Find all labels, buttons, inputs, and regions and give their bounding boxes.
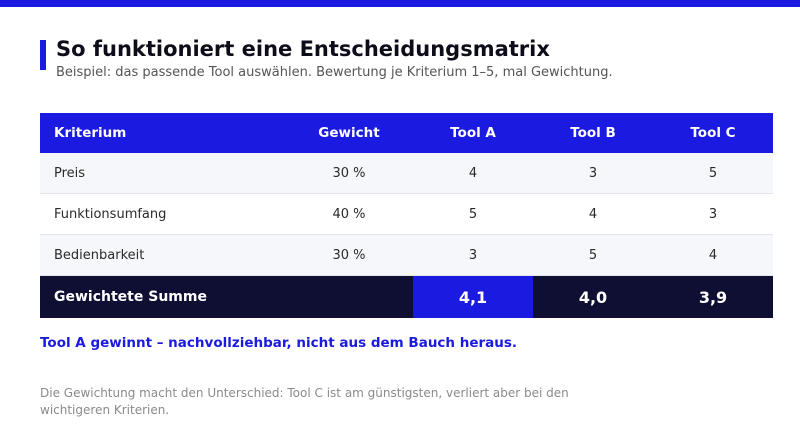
page-title: So funktioniert eine Entscheidungsmatrix: [56, 37, 550, 61]
criterion-cell: Funktionsumfang: [40, 193, 285, 235]
title-accent-bar: [40, 40, 46, 70]
table-header-row: Kriterium Gewicht Tool A Tool B Tool C: [40, 113, 773, 153]
weighted-sum-tool-a: 4,1: [413, 275, 533, 318]
score-cell-tool-b: 3: [533, 153, 653, 194]
score-cell-tool-a: 5: [413, 193, 533, 235]
criterion-cell: Preis: [40, 153, 285, 194]
weighted-sum-label: Gewichtete Summe: [40, 275, 413, 318]
column-header-tool-a: Tool A: [413, 113, 533, 153]
weighted-sum-row: Gewichtete Summe 4,1 4,0 3,9: [40, 275, 773, 318]
verdict-text: Tool A gewinnt – nachvollziehbar, nicht …: [40, 335, 518, 351]
column-header-criterion: Kriterium: [40, 113, 285, 153]
score-cell-tool-b: 4: [533, 193, 653, 235]
score-cell-tool-a: 3: [413, 234, 533, 276]
weight-cell: 40 %: [285, 193, 413, 235]
decision-matrix-table: Kriterium Gewicht Tool A Tool B Tool C P…: [40, 113, 773, 318]
criterion-cell: Bedienbarkeit: [40, 234, 285, 276]
score-cell-tool-c: 5: [653, 153, 773, 194]
column-header-tool-b: Tool B: [533, 113, 653, 153]
score-cell-tool-a: 4: [413, 153, 533, 194]
table-row: Preis 30 % 4 3 5: [40, 153, 773, 194]
table-row: Funktionsumfang 40 % 5 4 3: [40, 193, 773, 235]
weight-cell: 30 %: [285, 234, 413, 276]
score-cell-tool-c: 3: [653, 193, 773, 235]
weighted-sum-tool-b: 4,0: [533, 275, 653, 318]
table-row: Bedienbarkeit 30 % 3 5 4: [40, 234, 773, 276]
top-accent-bar: [0, 0, 800, 7]
weight-cell: 30 %: [285, 153, 413, 194]
score-cell-tool-b: 5: [533, 234, 653, 276]
column-header-tool-c: Tool C: [653, 113, 773, 153]
page-subtitle: Beispiel: das passende Tool auswählen. B…: [56, 65, 613, 80]
footnote-text: Die Gewichtung macht den Unterschied: To…: [40, 386, 569, 417]
weighted-sum-tool-c: 3,9: [653, 275, 773, 318]
column-header-weight: Gewicht: [285, 113, 413, 153]
score-cell-tool-c: 4: [653, 234, 773, 276]
